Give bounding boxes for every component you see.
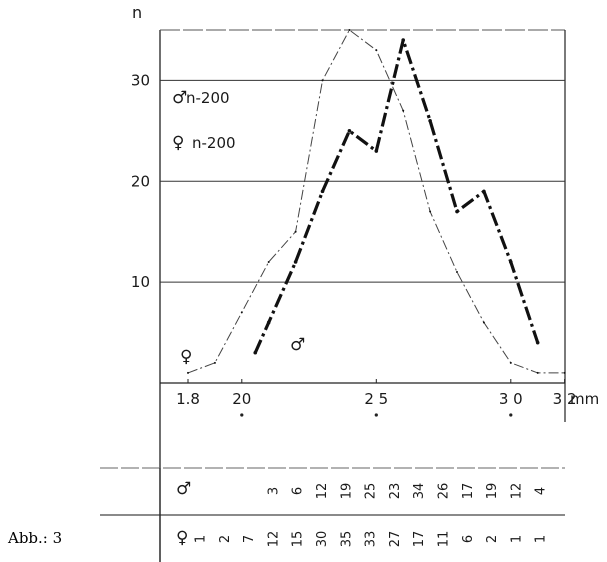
y-axis-label: n bbox=[132, 3, 142, 22]
male-count-cell: 26 bbox=[437, 483, 452, 500]
legend-female-text: n-200 bbox=[192, 134, 236, 152]
female-data-point bbox=[267, 260, 270, 263]
female-data-point bbox=[509, 361, 512, 364]
male-series-line bbox=[253, 38, 540, 354]
female-series-line bbox=[187, 29, 565, 374]
x-tick-label: 3 2 bbox=[553, 390, 577, 408]
female-data-point bbox=[294, 230, 297, 233]
female-count-cell: 27 bbox=[388, 531, 403, 548]
male-data-point bbox=[455, 209, 459, 214]
female-count-cell: 11 bbox=[437, 531, 452, 548]
male-data-point bbox=[347, 129, 352, 133]
male-curve-label: ♂ bbox=[290, 335, 305, 355]
male-data-point bbox=[509, 260, 513, 264]
male-data-point bbox=[374, 149, 379, 153]
female-data-point bbox=[348, 29, 351, 31]
x-tick-label: 2 5 bbox=[364, 390, 388, 408]
female-count-cell: 7 bbox=[242, 535, 257, 543]
female-count-cell: 35 bbox=[339, 531, 354, 548]
female-count-cell: 1 bbox=[194, 535, 209, 543]
female-data-point bbox=[240, 311, 243, 314]
female-count-cell: 2 bbox=[485, 535, 500, 543]
x-tick-label: 20 bbox=[232, 390, 251, 408]
male-data-point bbox=[266, 320, 271, 325]
female-data-point bbox=[187, 371, 189, 374]
table-female-symbol: ♀ bbox=[176, 528, 188, 548]
female-count-cell: 12 bbox=[266, 531, 281, 548]
x-tick-label: 1.8 bbox=[176, 390, 200, 408]
male-data-point bbox=[253, 350, 258, 355]
female-count-cell: 2 bbox=[218, 535, 233, 543]
legend-male-symbol: ♂ bbox=[172, 88, 187, 108]
male-count-cell: 6 bbox=[291, 487, 306, 495]
male-data-point bbox=[428, 118, 432, 123]
y-tick-label: 10 bbox=[131, 273, 150, 291]
female-data-point bbox=[375, 49, 378, 52]
female-data-point bbox=[536, 371, 539, 374]
male-count-cell: 34 bbox=[412, 483, 427, 500]
male-count-cell: 3 bbox=[266, 487, 281, 495]
male-data-point bbox=[293, 260, 298, 264]
x-tick-dot bbox=[509, 413, 513, 417]
legend-female-symbol: ♀ bbox=[172, 133, 184, 153]
female-data-point bbox=[213, 361, 216, 364]
male-data-point bbox=[320, 189, 325, 194]
x-axis-label: mm bbox=[570, 390, 599, 408]
female-count-cell: 17 bbox=[412, 531, 427, 548]
male-count-cell: 12 bbox=[509, 483, 524, 500]
legend-male-text: n-200 bbox=[186, 89, 230, 107]
x-tick-label: 3 0 bbox=[499, 390, 523, 408]
female-count-cell: 33 bbox=[364, 531, 379, 548]
female-count-cell: 6 bbox=[461, 535, 476, 543]
male-data-point bbox=[401, 38, 406, 42]
male-data-point bbox=[535, 340, 540, 345]
male-count-cell: 25 bbox=[364, 483, 379, 500]
female-data-point bbox=[402, 109, 405, 112]
female-data-point bbox=[456, 271, 458, 274]
male-count-cell: 12 bbox=[315, 483, 330, 500]
male-count-cell: 23 bbox=[388, 483, 403, 500]
figure-label: Abb.: 3 bbox=[7, 529, 62, 547]
y-tick-label: 20 bbox=[131, 172, 150, 190]
table-male-symbol: ♂ bbox=[176, 479, 191, 499]
female-curve-label: ♀ bbox=[180, 347, 192, 367]
female-data-point bbox=[563, 371, 566, 374]
y-tick-label: 30 bbox=[131, 71, 150, 89]
female-count-cell: 1 bbox=[534, 535, 549, 543]
male-count-cell: 19 bbox=[339, 483, 354, 500]
male-count-cell: 4 bbox=[534, 487, 549, 495]
female-count-cell: 30 bbox=[315, 531, 330, 548]
x-tick-dot bbox=[240, 413, 244, 417]
legend: ♂ n-200 ♀ n-200 bbox=[172, 88, 236, 153]
x-tick-dot bbox=[374, 413, 378, 417]
female-count-cell: 1 bbox=[509, 535, 524, 543]
male-count-cell: 17 bbox=[461, 483, 476, 500]
male-count-cell: 19 bbox=[485, 483, 500, 500]
male-data-point bbox=[482, 189, 486, 194]
female-count-cell: 15 bbox=[291, 531, 306, 548]
female-data-point bbox=[482, 321, 485, 324]
female-data-point bbox=[429, 210, 432, 213]
female-data-point bbox=[321, 79, 324, 82]
